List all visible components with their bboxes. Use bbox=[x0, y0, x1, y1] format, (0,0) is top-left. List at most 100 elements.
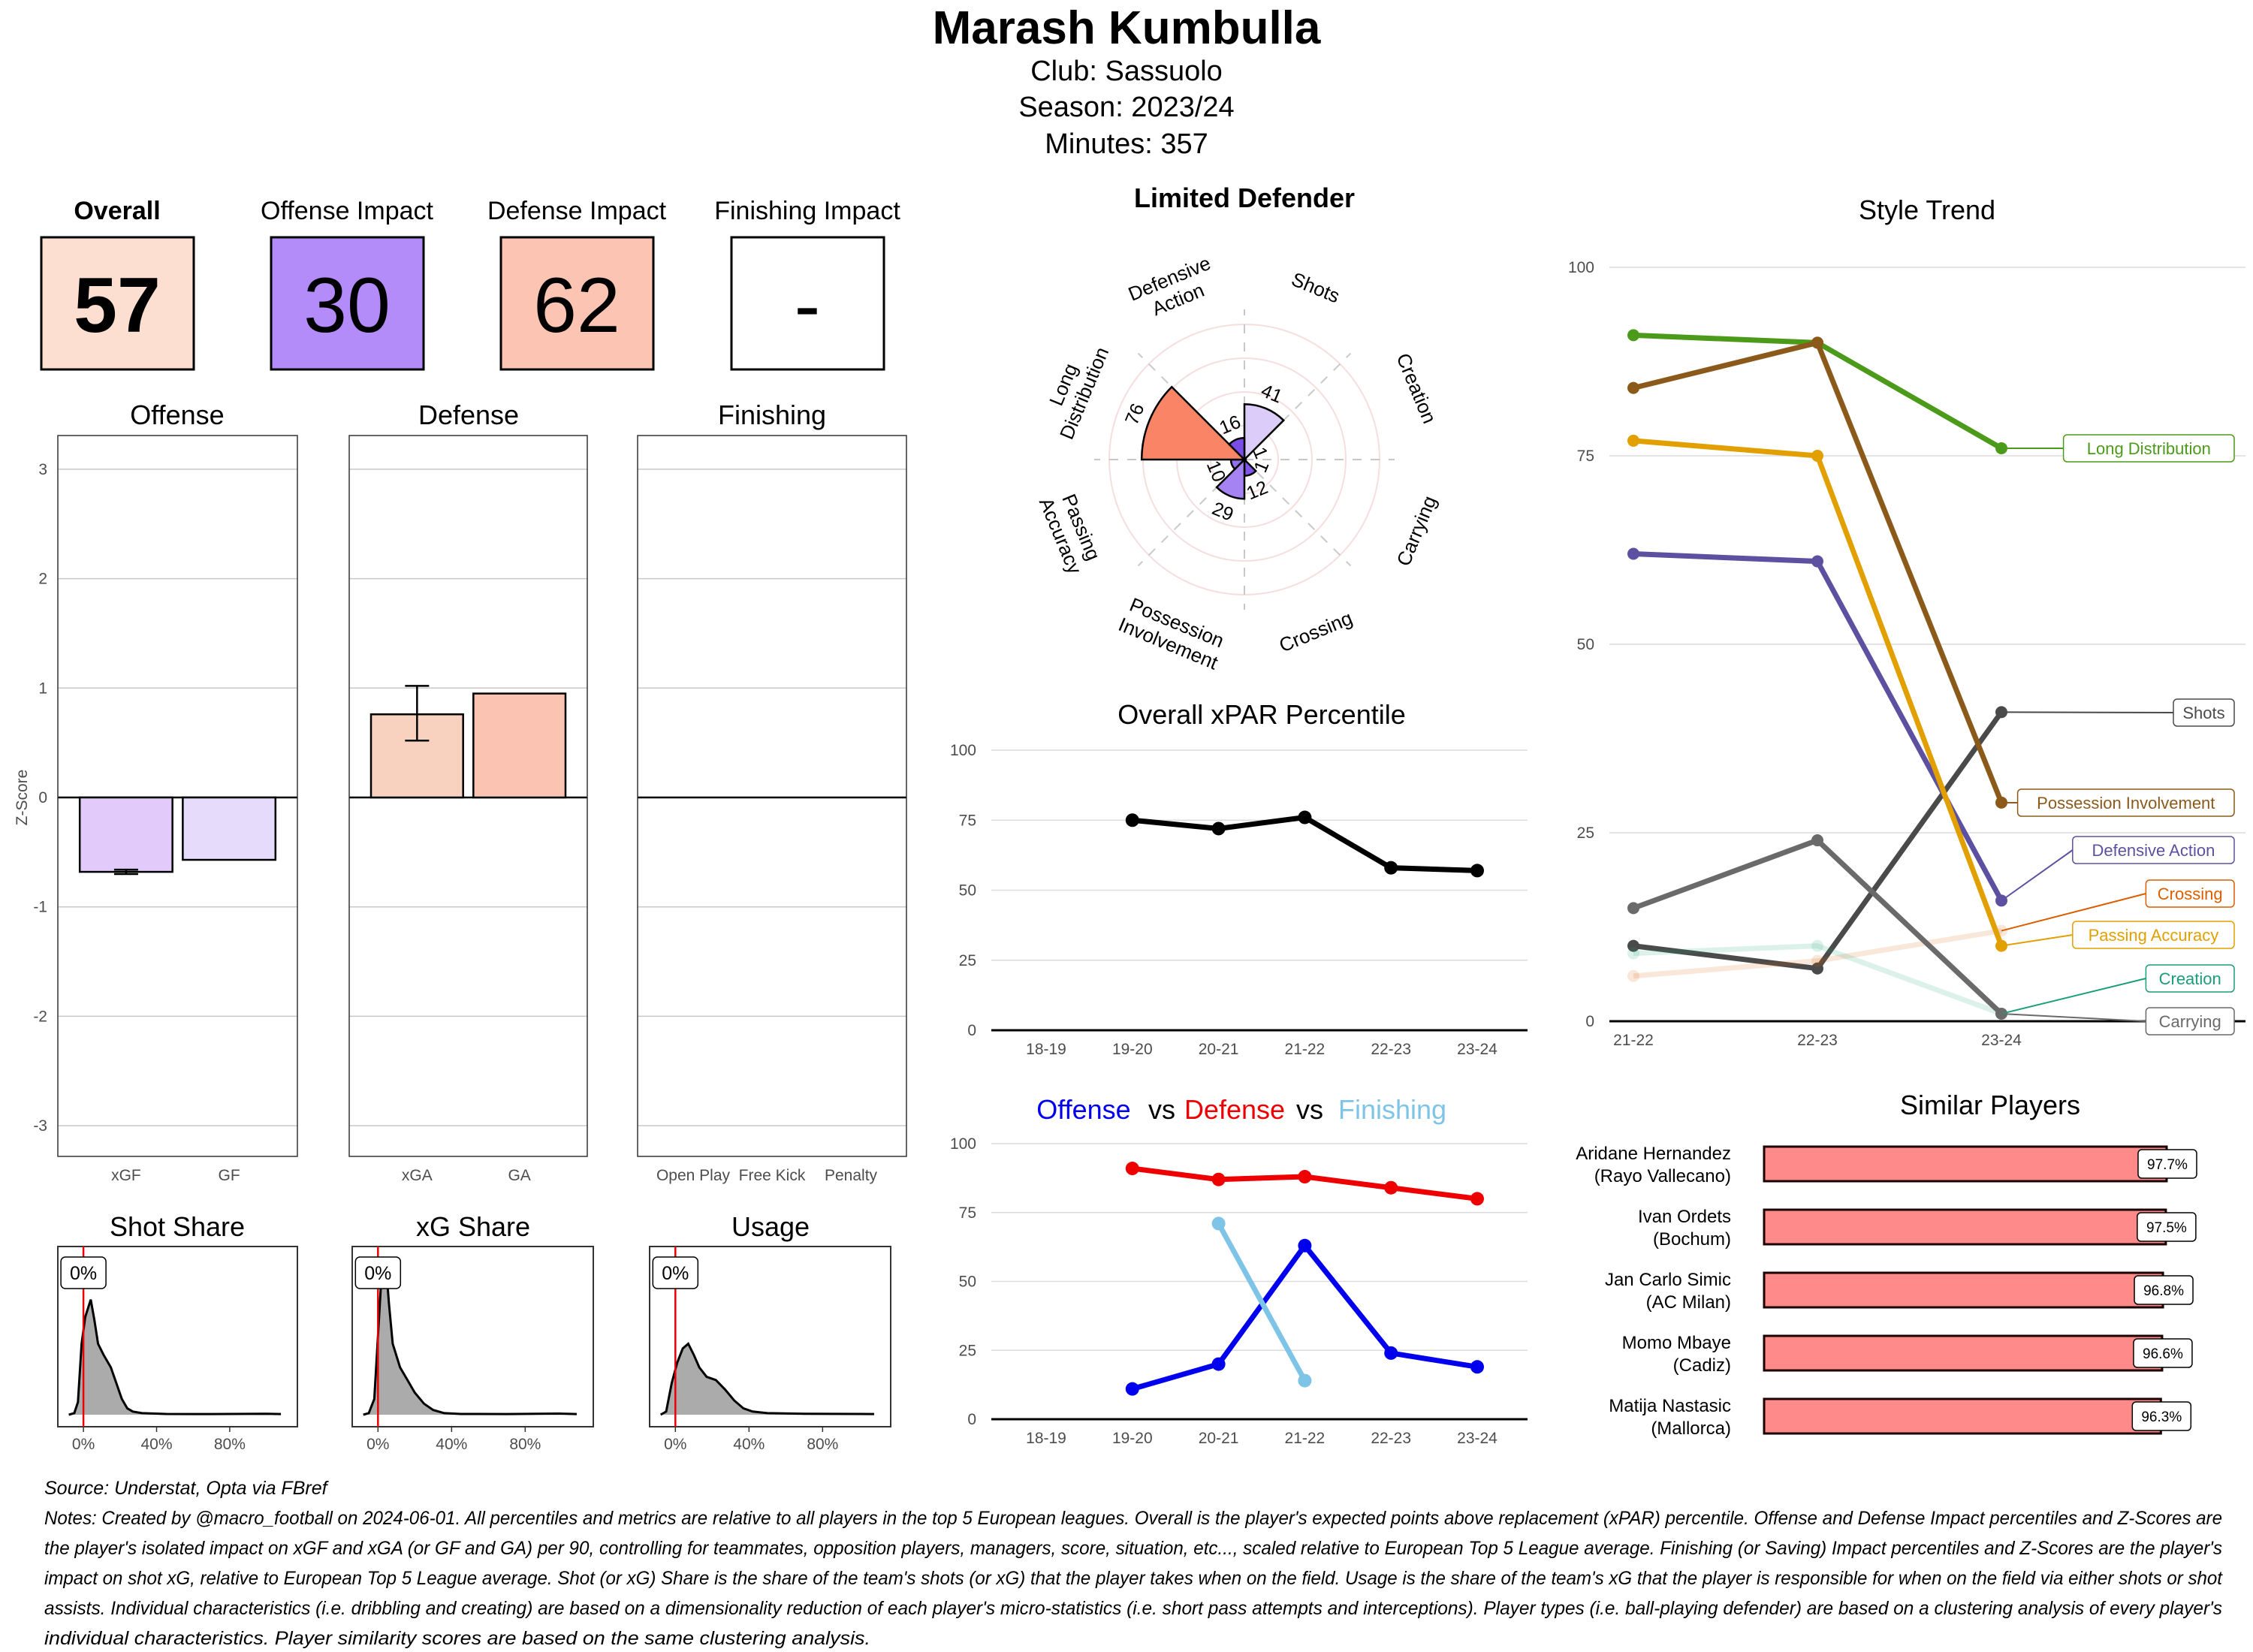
x-tick-label: 80% bbox=[807, 1436, 838, 1453]
label-leader-line bbox=[2001, 849, 2074, 902]
similar-player-club: (Rayo Vallecano) bbox=[1594, 1166, 1731, 1186]
data-point bbox=[1627, 902, 1639, 915]
kpi-label: Overall bbox=[74, 197, 160, 225]
density-area bbox=[660, 1343, 874, 1415]
series-line-possession-involvement bbox=[1633, 339, 2004, 804]
xpar-title: Overall xPAR Percentile bbox=[1117, 699, 1405, 730]
y-tick-label: 0 bbox=[1585, 1013, 1594, 1030]
y-tick-label: 25 bbox=[959, 1342, 976, 1359]
density-area bbox=[68, 1299, 282, 1415]
density-curve bbox=[68, 1299, 282, 1416]
data-point bbox=[1811, 954, 1823, 967]
player-value-badge bbox=[652, 1256, 699, 1289]
similar-player-club: (AC Milan) bbox=[1646, 1292, 1731, 1313]
data-point bbox=[1384, 1346, 1398, 1360]
label-leader-line bbox=[2001, 893, 2146, 932]
x-tick-label: 18-19 bbox=[1026, 1041, 1066, 1058]
radar-sector-long-distribution bbox=[1140, 385, 1247, 461]
y-tick-label: -2 bbox=[33, 1008, 47, 1025]
panel-title-offense: Offense bbox=[130, 399, 224, 430]
series-label: Defensive Action bbox=[2092, 841, 2215, 860]
similarity-bar bbox=[1763, 1397, 2162, 1435]
similarity-value: 96.3% bbox=[2141, 1409, 2182, 1425]
y-tick-label: 50 bbox=[1577, 636, 1594, 653]
similarity-badge bbox=[2134, 1275, 2194, 1305]
y-tick-label: 0 bbox=[38, 789, 47, 806]
series-line-long-distribution bbox=[1633, 332, 2003, 451]
minutes-line: Minutes: 357 bbox=[1045, 128, 1208, 160]
series-line-passing-accuracy bbox=[1633, 438, 2004, 947]
radar-sector-defensive-action bbox=[1227, 436, 1246, 463]
label-leader-line bbox=[2001, 978, 2146, 1014]
x-tick-label: 40% bbox=[436, 1436, 467, 1453]
x-tick-label: 22-23 bbox=[1371, 1041, 1411, 1058]
y-tick-label: 100 bbox=[950, 742, 976, 759]
data-point bbox=[1298, 1238, 1312, 1253]
kpi-label: Defense Impact bbox=[487, 197, 667, 225]
x-tick-label: 40% bbox=[733, 1436, 765, 1453]
similar-player-name: Jan Carlo Simic bbox=[1605, 1270, 1731, 1290]
kpi-offense-impact: Offense Impact 30 bbox=[261, 197, 434, 371]
x-tick-label: 21-22 bbox=[1285, 1041, 1326, 1058]
label-leader-line bbox=[2001, 934, 2073, 947]
y-tick-label: 50 bbox=[959, 1274, 976, 1291]
panel-title-xg-share: xG Share bbox=[416, 1211, 530, 1242]
similar-player-club: (Cadiz) bbox=[1673, 1355, 1731, 1376]
player-type-radar: Limited Defender 41Shots1Creation1Carryi… bbox=[1035, 182, 1441, 674]
similar-player-name: Momo Mbaye bbox=[1622, 1333, 1731, 1353]
panel-frame bbox=[351, 1246, 594, 1427]
ovd-title: Offense vs Defense vs Finishing bbox=[1036, 1094, 1446, 1125]
player-value-badge bbox=[354, 1256, 402, 1289]
bar-xgf bbox=[78, 796, 173, 873]
notes-line: Notes: Created by @macro_football on 202… bbox=[44, 1508, 2222, 1529]
data-point bbox=[1811, 962, 1823, 975]
radar-category-label: Crossing bbox=[1276, 607, 1356, 657]
x-tick-label: 80% bbox=[214, 1436, 246, 1453]
data-point bbox=[1811, 336, 1823, 349]
y-tick-label: 2 bbox=[38, 571, 47, 588]
radar-sector-shots bbox=[1243, 402, 1285, 463]
panel-title-finishing: Finishing bbox=[718, 399, 826, 430]
panel-title-defense: Defense bbox=[418, 399, 519, 430]
similar-player-name: Aridane Hernandez bbox=[1576, 1144, 1731, 1164]
x-tick-label: 0% bbox=[366, 1436, 389, 1453]
x-tick-label: GF bbox=[218, 1167, 240, 1184]
data-point bbox=[1298, 810, 1312, 824]
series-label: Shots bbox=[2182, 704, 2224, 722]
similar-player-name: Ivan Ordets bbox=[1638, 1207, 1731, 1227]
title-vs: vs bbox=[1296, 1094, 1323, 1125]
panel-title-usage: Usage bbox=[731, 1211, 810, 1242]
data-point bbox=[1811, 450, 1823, 462]
data-point bbox=[1211, 821, 1226, 836]
offense-defense-finishing-chart: Offense vs Defense vs Finishing 0 25 50 75 1… bbox=[950, 1094, 1528, 1447]
player-value-label: 0% bbox=[364, 1263, 391, 1284]
kpi-box bbox=[730, 236, 885, 371]
series-label: Long Distribution bbox=[2087, 439, 2211, 458]
y-tick-label: 50 bbox=[959, 882, 976, 900]
series-line-crossing bbox=[1633, 928, 2002, 979]
x-tick-label: 20-21 bbox=[1199, 1430, 1239, 1447]
panel-frame bbox=[57, 1246, 298, 1427]
data-point bbox=[1298, 1170, 1312, 1184]
title-defense: Defense bbox=[1184, 1094, 1285, 1125]
header: Marash Kumbulla Club: Sassuolo Season: 2… bbox=[933, 2, 1321, 160]
y-tick-label: 75 bbox=[1577, 448, 1594, 465]
kpi-value: 62 bbox=[533, 262, 620, 349]
series-label-box bbox=[2016, 788, 2235, 817]
series-label: Passing Accuracy bbox=[2089, 926, 2219, 945]
x-tick-label: 18-19 bbox=[1026, 1430, 1066, 1447]
radar-title: Limited Defender bbox=[1134, 182, 1355, 213]
series-line-offense bbox=[1131, 1241, 1478, 1391]
data-point bbox=[1211, 1172, 1226, 1186]
kpi-defense-impact: Defense Impact 62 bbox=[487, 197, 667, 371]
y-tick-label: 0 bbox=[967, 1411, 976, 1428]
similar-player-club: (Bochum) bbox=[1653, 1229, 1731, 1250]
similarity-bar bbox=[1763, 1208, 2167, 1246]
data-point bbox=[1811, 555, 1823, 568]
label-line: Creation bbox=[1392, 350, 1440, 427]
y-tick-label: 100 bbox=[950, 1135, 976, 1153]
y-tick-label: 3 bbox=[38, 461, 47, 478]
data-point bbox=[1470, 1192, 1484, 1206]
radar-sector-possession-involvement bbox=[1215, 457, 1246, 500]
